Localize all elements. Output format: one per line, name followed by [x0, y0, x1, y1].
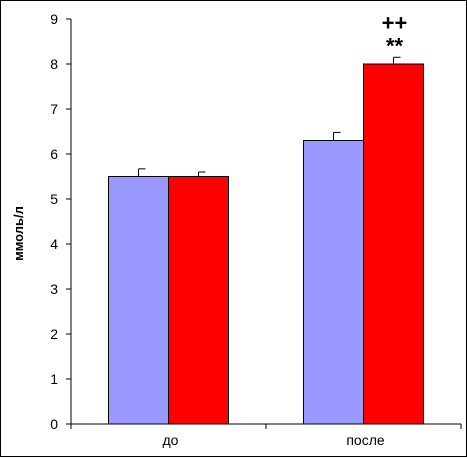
y-tick-label: 3 [50, 281, 58, 297]
y-tick-label: 8 [50, 56, 58, 72]
y-axis-label: ммоль/л [11, 206, 26, 261]
y-tick-label: 6 [50, 146, 58, 162]
y-tick-label: 2 [50, 326, 58, 342]
annotations: ++** [382, 10, 408, 58]
y-tick-label: 9 [50, 11, 58, 27]
significance-marker: ** [386, 33, 404, 58]
bar [303, 140, 364, 425]
x-tick-label: после [346, 432, 385, 448]
y-tick-label: 7 [50, 101, 58, 117]
y-tick-label: 4 [50, 236, 58, 252]
y-tick-label: 1 [50, 371, 58, 387]
y-tick-label: 5 [50, 191, 58, 207]
bar [363, 63, 424, 425]
y-axis: 0 1 2 3 4 5 6 7 8 9 [50, 11, 72, 432]
bar [168, 176, 229, 425]
bar [108, 176, 169, 425]
bars [108, 56, 424, 425]
x-axis: до после [70, 423, 462, 448]
y-tick-label: 0 [50, 416, 58, 432]
significance-marker: ++ [382, 10, 408, 35]
x-tick-label: до [163, 432, 179, 448]
